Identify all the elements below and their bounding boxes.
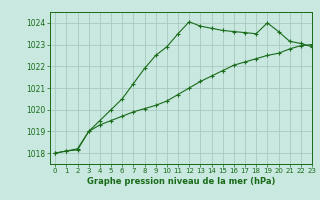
X-axis label: Graphe pression niveau de la mer (hPa): Graphe pression niveau de la mer (hPa) bbox=[87, 177, 275, 186]
